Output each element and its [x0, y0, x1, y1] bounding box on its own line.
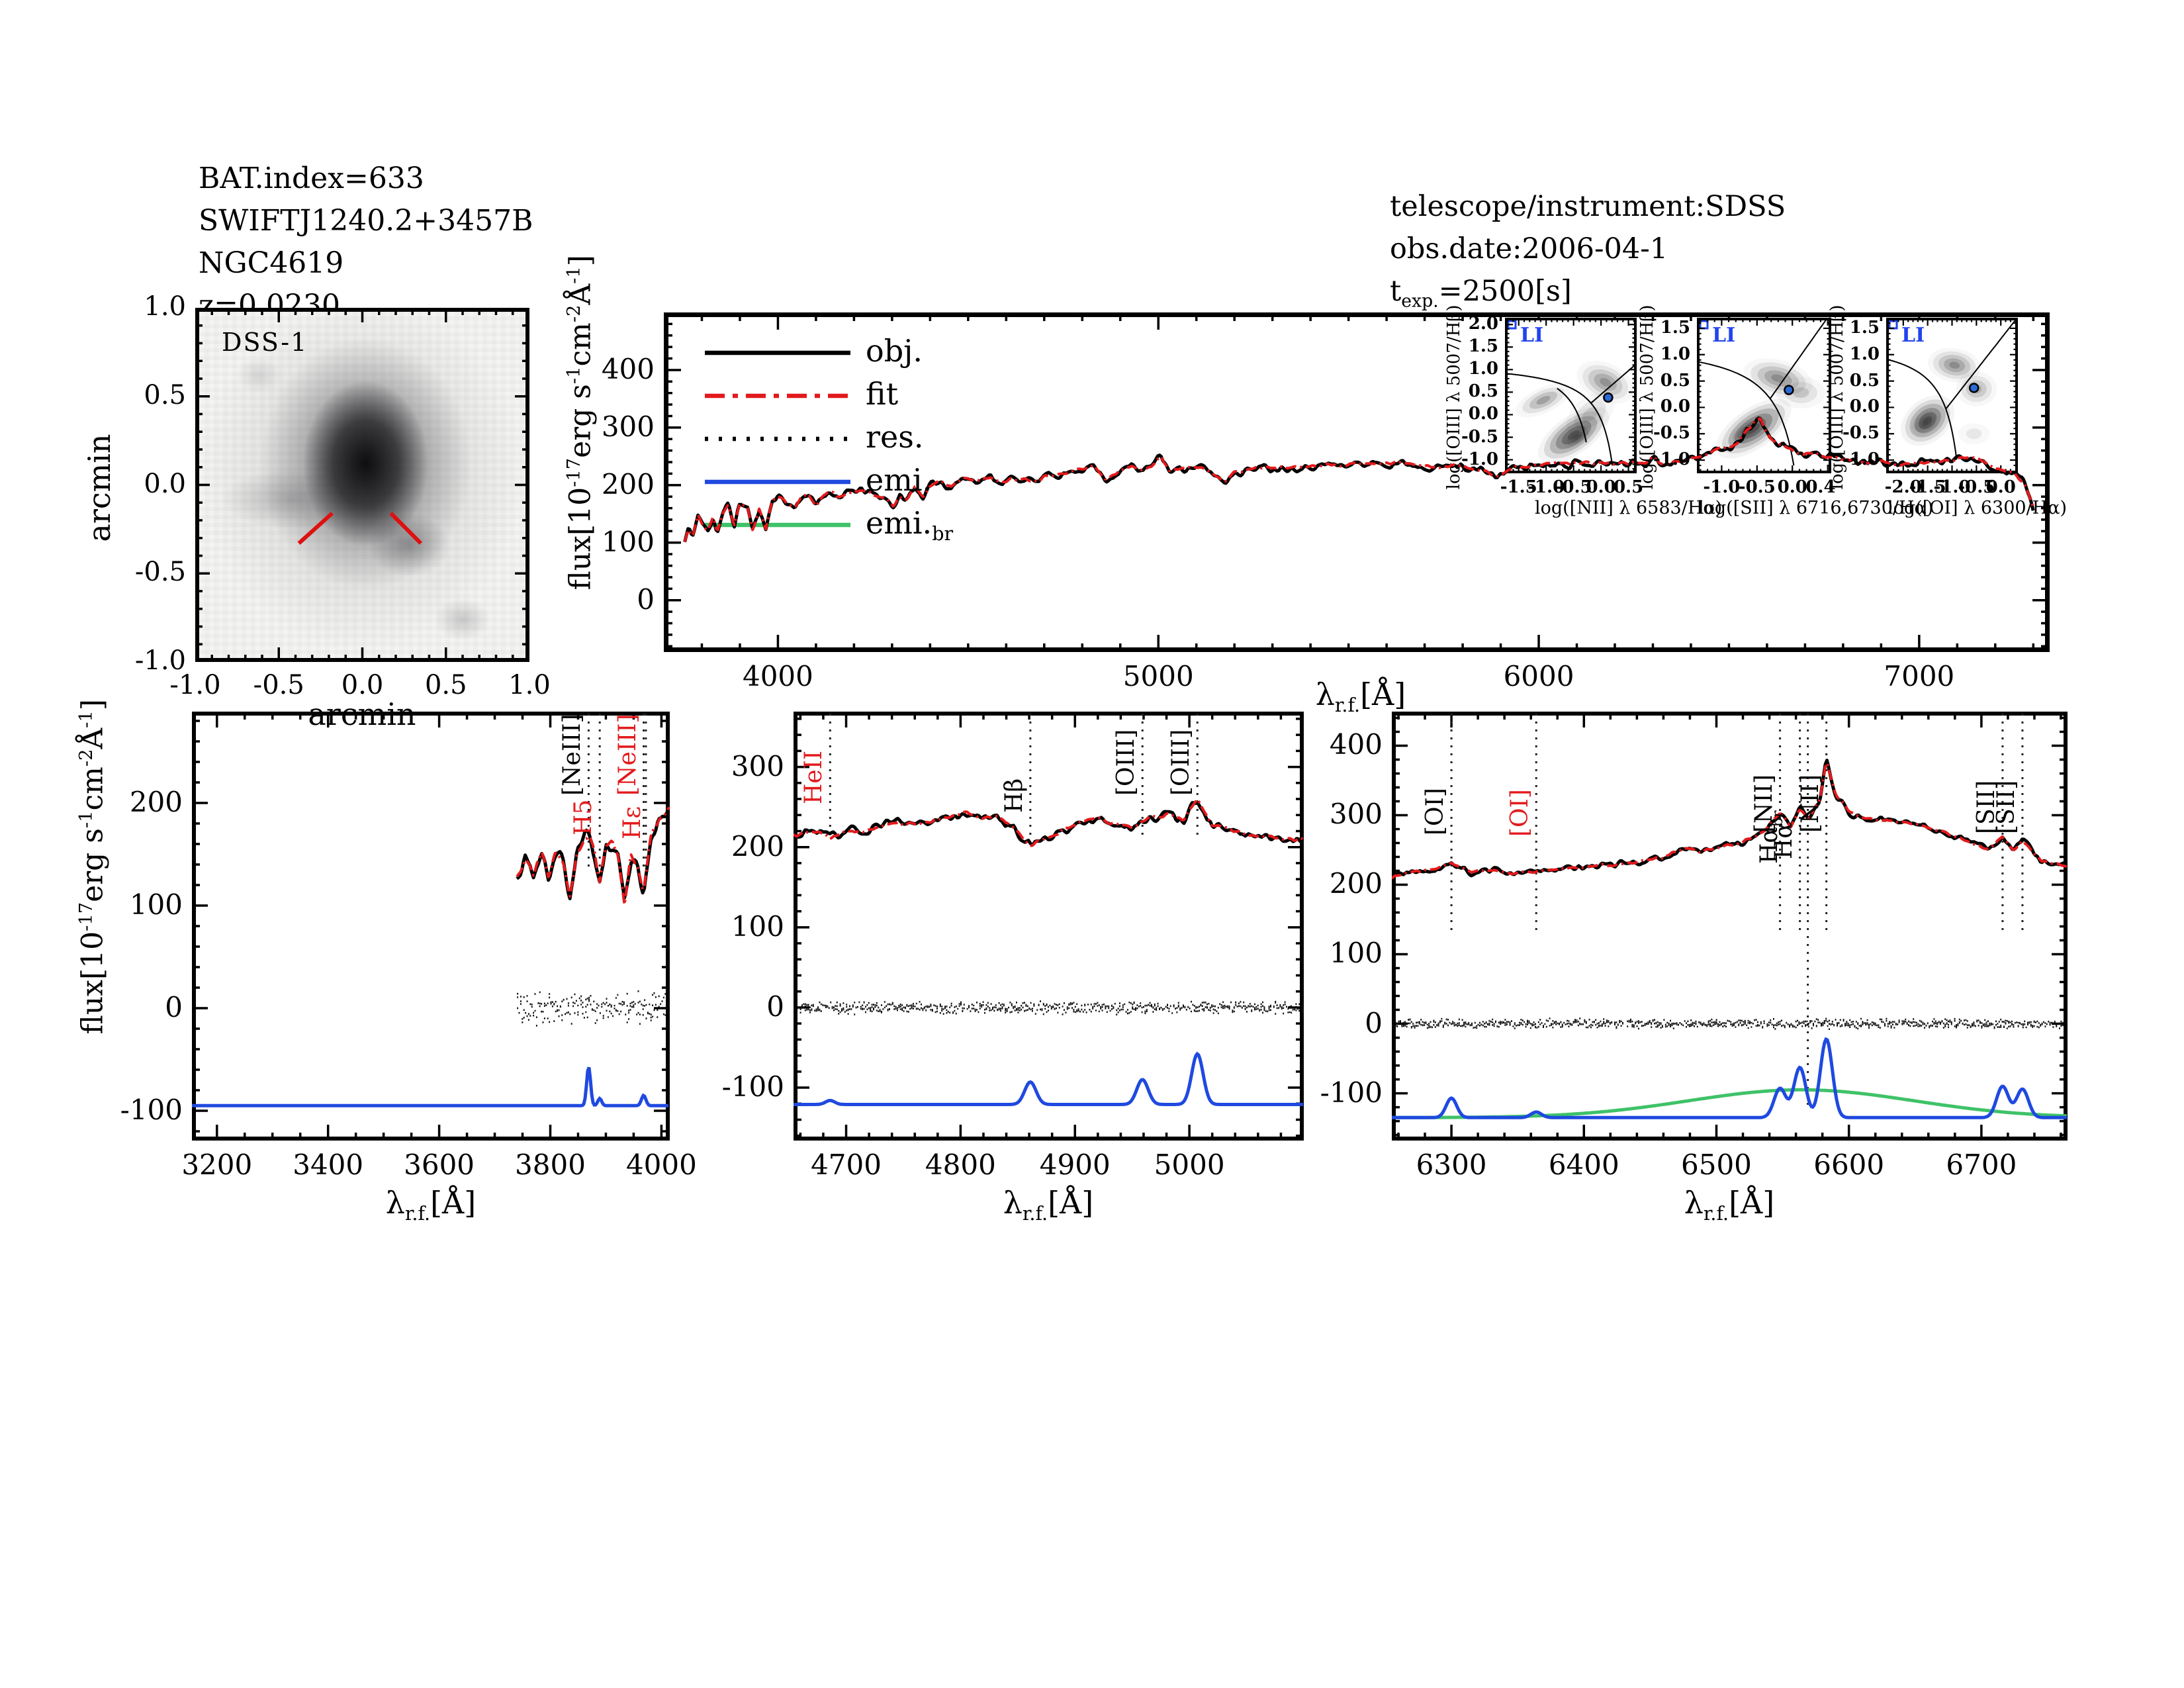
bpt1-class-tag: LI [1520, 324, 1544, 347]
main-flux-ylabel: flux[10-17erg s-1cm-2Å-1] [563, 255, 598, 590]
cutout1-xlabel: λr.f.[Å] [385, 1185, 477, 1225]
dss-image [195, 308, 529, 662]
bpt-inset-oi [1886, 318, 2018, 473]
cutout1-plot [192, 714, 670, 1107]
bpt3-class-tag: LI [1901, 324, 1925, 347]
exposure-time: texp.=2500[s] [1390, 275, 1572, 312]
dss-overlay [195, 308, 529, 662]
galaxy-name: NGC4619 [199, 246, 344, 280]
cutout3-xlabel: λr.f.[Å] [1684, 1185, 1775, 1225]
cutout2-plot [794, 714, 1304, 1106]
cutout2-xlabel: λr.f.[Å] [1003, 1185, 1094, 1225]
cutout3-plot [1392, 714, 2068, 1119]
bpt-inset-nii [1505, 318, 1637, 473]
telescope-instrument: telescope/instrument:SDSS [1390, 190, 1786, 223]
dss-tag: DSS-1 [222, 328, 308, 357]
bottom-flux-ylabel: flux[10-17erg s-1cm-2Å-1] [75, 699, 110, 1035]
bpt2-class-tag: LI [1712, 324, 1736, 347]
obs-date: obs.date:2006-04-1 [1390, 232, 1668, 265]
main-xlabel: λr.f.[Å] [1315, 677, 1406, 717]
main-spectrum-plot [683, 416, 2035, 543]
swift-name: SWIFTJ1240.2+3457B [199, 204, 533, 238]
bat-index: BAT.index=633 [199, 162, 424, 195]
